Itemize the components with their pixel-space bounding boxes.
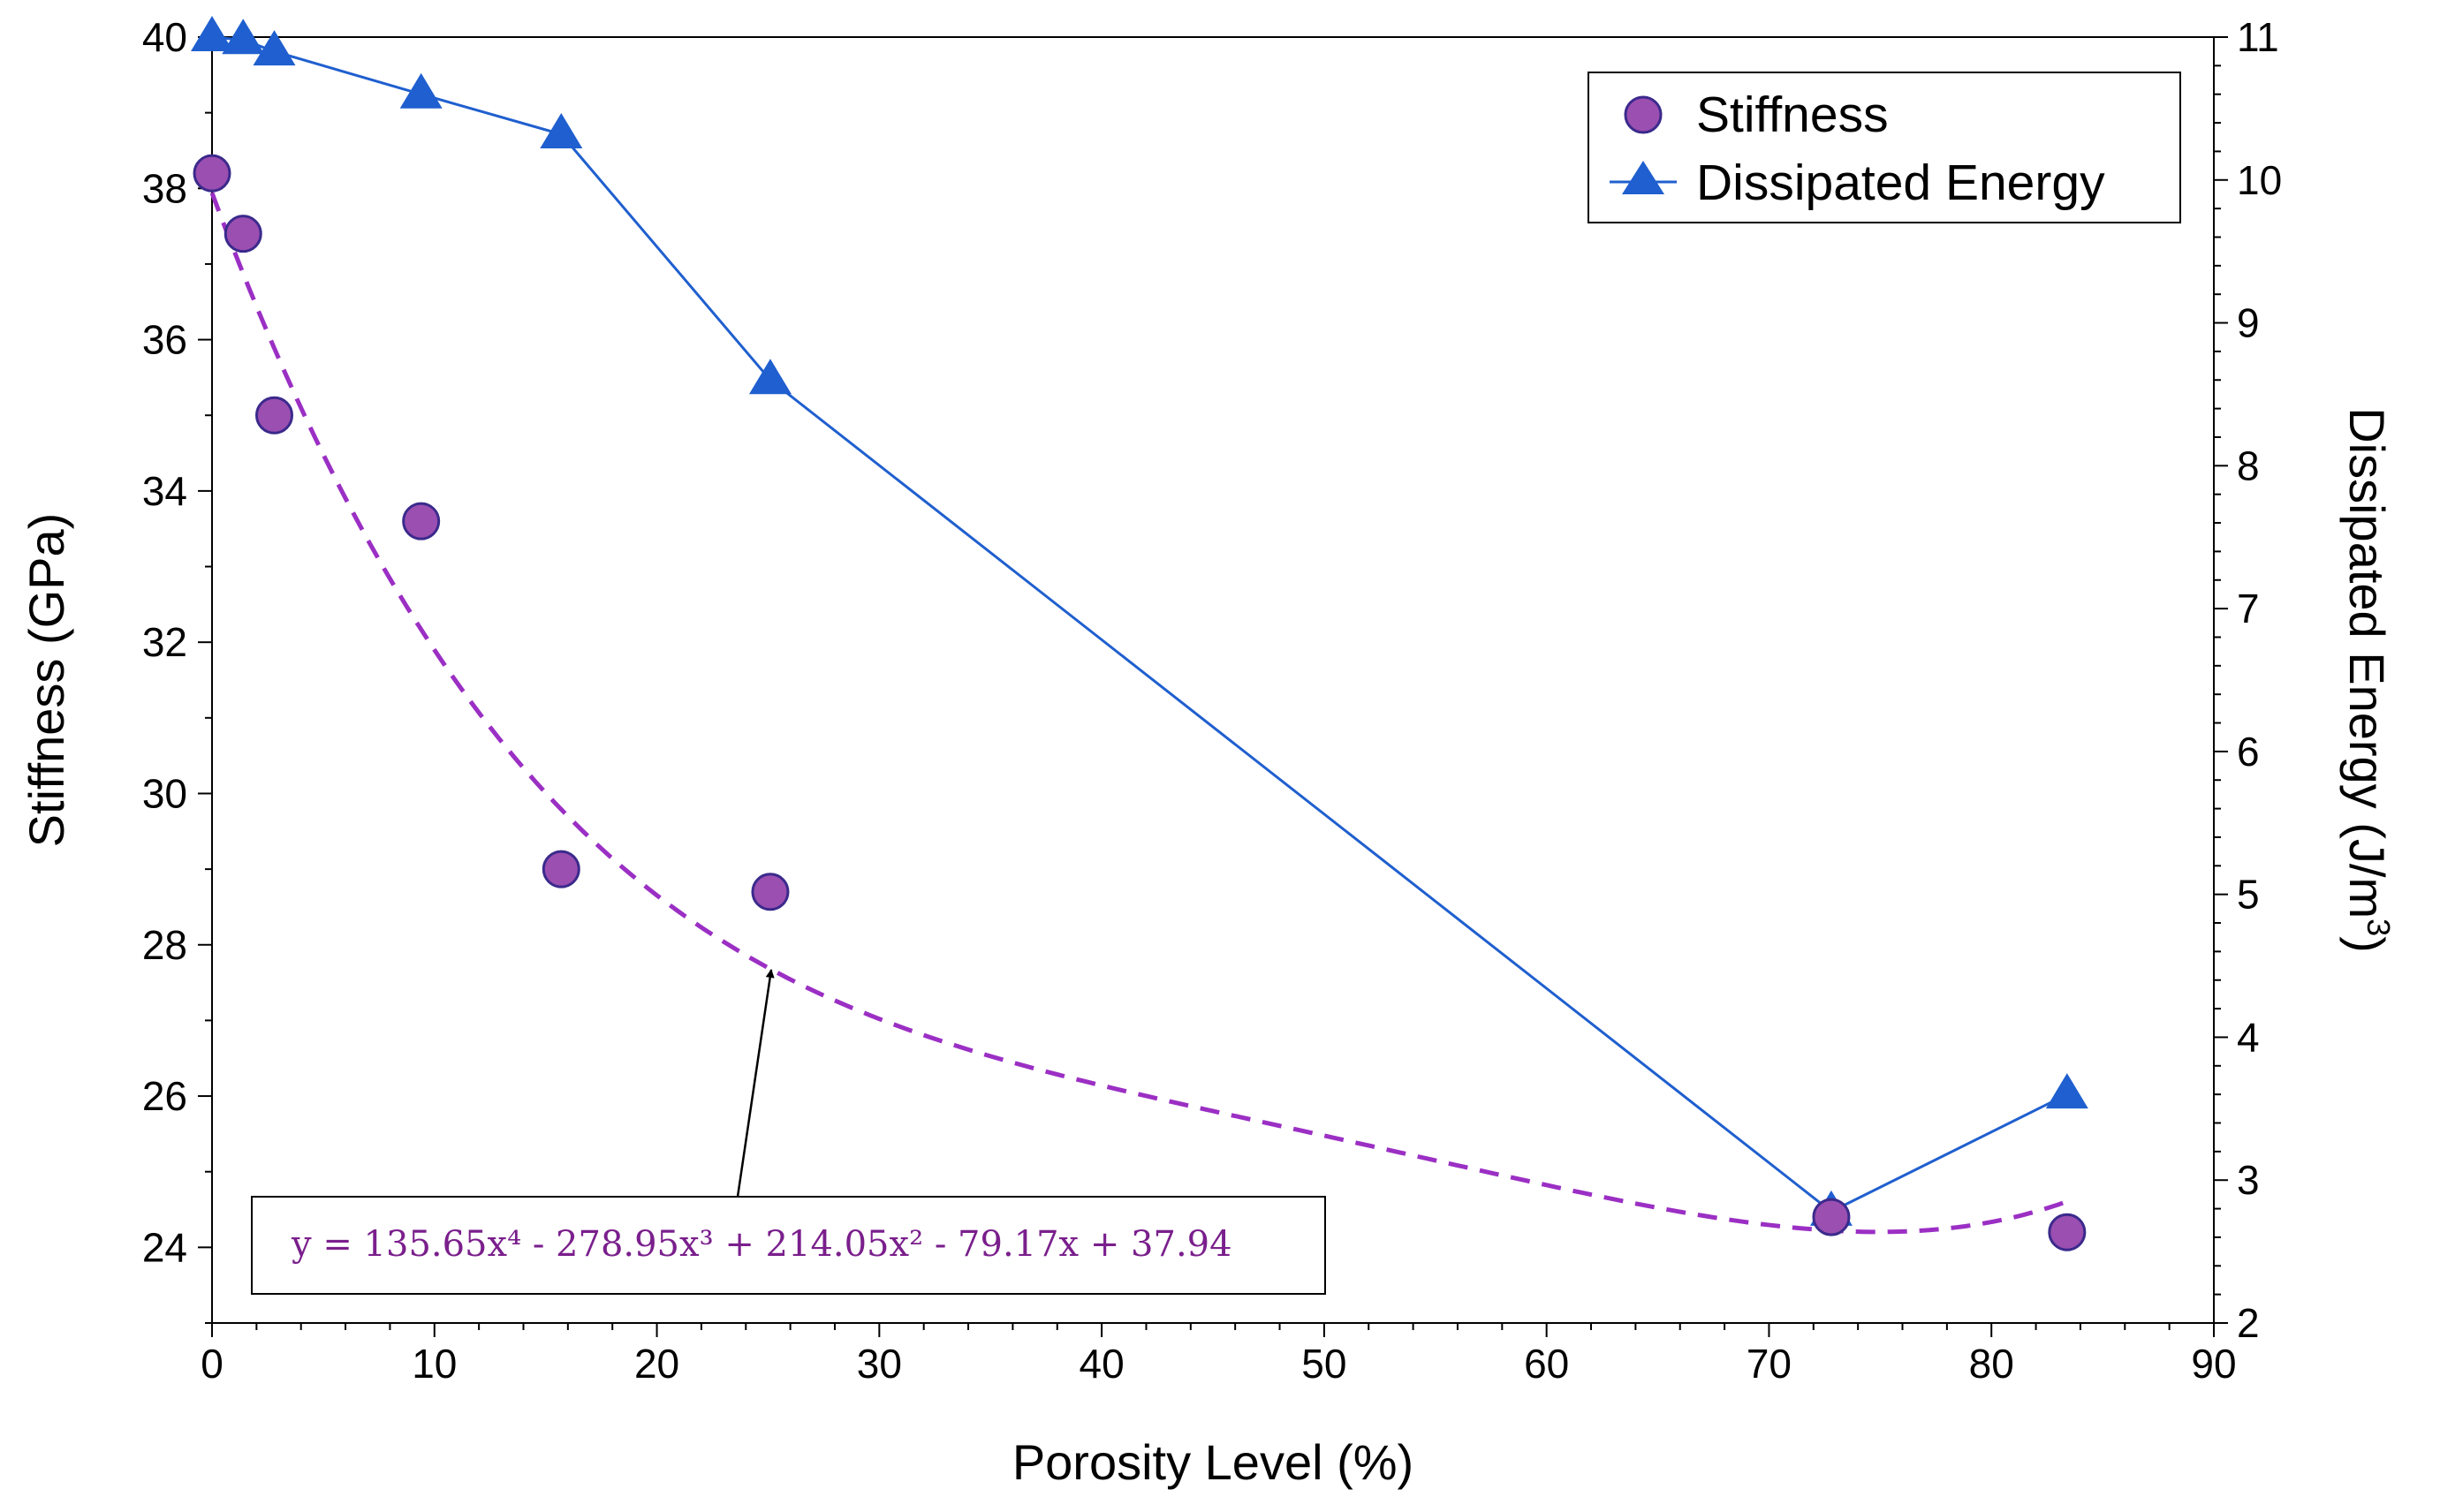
x-tick-label: 50 [1301,1341,1346,1387]
y-axis-ticks: 24 26 28 30 32 34 36 38 40 [142,14,212,1324]
x-tick-label: 30 [857,1341,902,1387]
y2-tick-label: 11 [2237,14,2279,60]
x-tick-label: 20 [634,1341,679,1387]
y2-axis-ticks: 2 3 4 5 6 7 8 9 10 11 [2214,14,2282,1346]
fit-annotation: y = 135.65x⁴ - 278.95x³ + 214.05x² - 79.… [251,969,1326,1295]
y2-tick-label: 5 [2237,872,2260,918]
y2-tick-label: 10 [2237,157,2282,203]
x-tick-label: 40 [1080,1341,1125,1387]
y-tick-label: 26 [142,1073,187,1119]
stiffness-series [193,154,2087,1251]
stiffness-point [402,502,441,541]
energy-point [748,359,792,395]
stiffness-point [193,154,231,193]
energy-point [2045,1073,2088,1109]
y2-tick-label: 4 [2237,1014,2260,1060]
dissipated-energy-series [191,16,2088,1226]
x-tick-label: 70 [1747,1341,1792,1387]
fit-equation: y = 135.65x⁴ - 278.95x³ + 214.05x² - 79.… [291,1224,1232,1265]
x-tick-label: 90 [2191,1341,2236,1387]
fit-curve-layer [209,192,2068,1235]
fit-curve [209,192,2068,1235]
x-axis-title: Porosity Level (%) [1012,1434,1413,1490]
y2-tick-label: 8 [2237,442,2260,488]
y2-axis-title: Dissipated Energy (J/m3) [2339,407,2397,953]
legend-stiffness-marker [1624,95,1663,134]
y-tick-label: 38 [142,165,187,211]
y-tick-label: 40 [142,14,187,60]
y-tick-label: 30 [142,770,187,816]
stiffness-point [254,396,293,435]
x-tick-label: 80 [1969,1341,2014,1387]
y-tick-label: 34 [142,468,187,514]
x-tick-label: 0 [201,1341,224,1387]
stiffness-point [542,850,580,888]
energy-point [540,113,583,149]
y-tick-label: 24 [142,1224,187,1270]
x-axis-ticks: 0 10 20 30 40 50 60 70 80 90 [201,1323,2237,1387]
energy-point [191,16,233,51]
y-axis-title: Stiffness (GPa) [19,513,74,848]
equation-box [251,1196,1326,1295]
y2-tick-label: 7 [2237,586,2260,631]
y2-title-close: ) [2339,936,2395,953]
y2-tick-label: 3 [2237,1157,2260,1203]
y-tick-label: 32 [142,619,187,665]
y2-tick-label: 6 [2237,729,2260,775]
x-tick-label: 10 [412,1341,457,1387]
stiffness-point [2048,1213,2087,1251]
plot-frame [211,36,2215,1324]
x-tick-label: 60 [1524,1341,1569,1387]
stiffness-point [224,215,262,253]
y2-tick-label: 2 [2237,1300,2260,1346]
legend: Stiffness Dissipated Energy [1588,72,2181,223]
stiffness-point [1812,1198,1851,1236]
energy-point [253,30,296,66]
y2-title-main: Dissipated Energy (J/m [2339,407,2395,919]
y-tick-label: 28 [142,922,187,968]
legend-energy-label: Dissipated Energy [1696,155,2105,211]
fit-arrow [736,969,775,1198]
y2-title-superscript: 3 [2360,919,2397,936]
energy-point [222,19,265,55]
stiffness-point [751,873,790,911]
y2-tick-label: 9 [2237,300,2260,346]
legend-energy-marker [1622,161,1664,194]
legend-stiffness-label: Stiffness [1696,87,1889,143]
legend-box [1588,72,2181,223]
energy-point [399,72,443,109]
y-tick-label: 36 [142,317,187,363]
